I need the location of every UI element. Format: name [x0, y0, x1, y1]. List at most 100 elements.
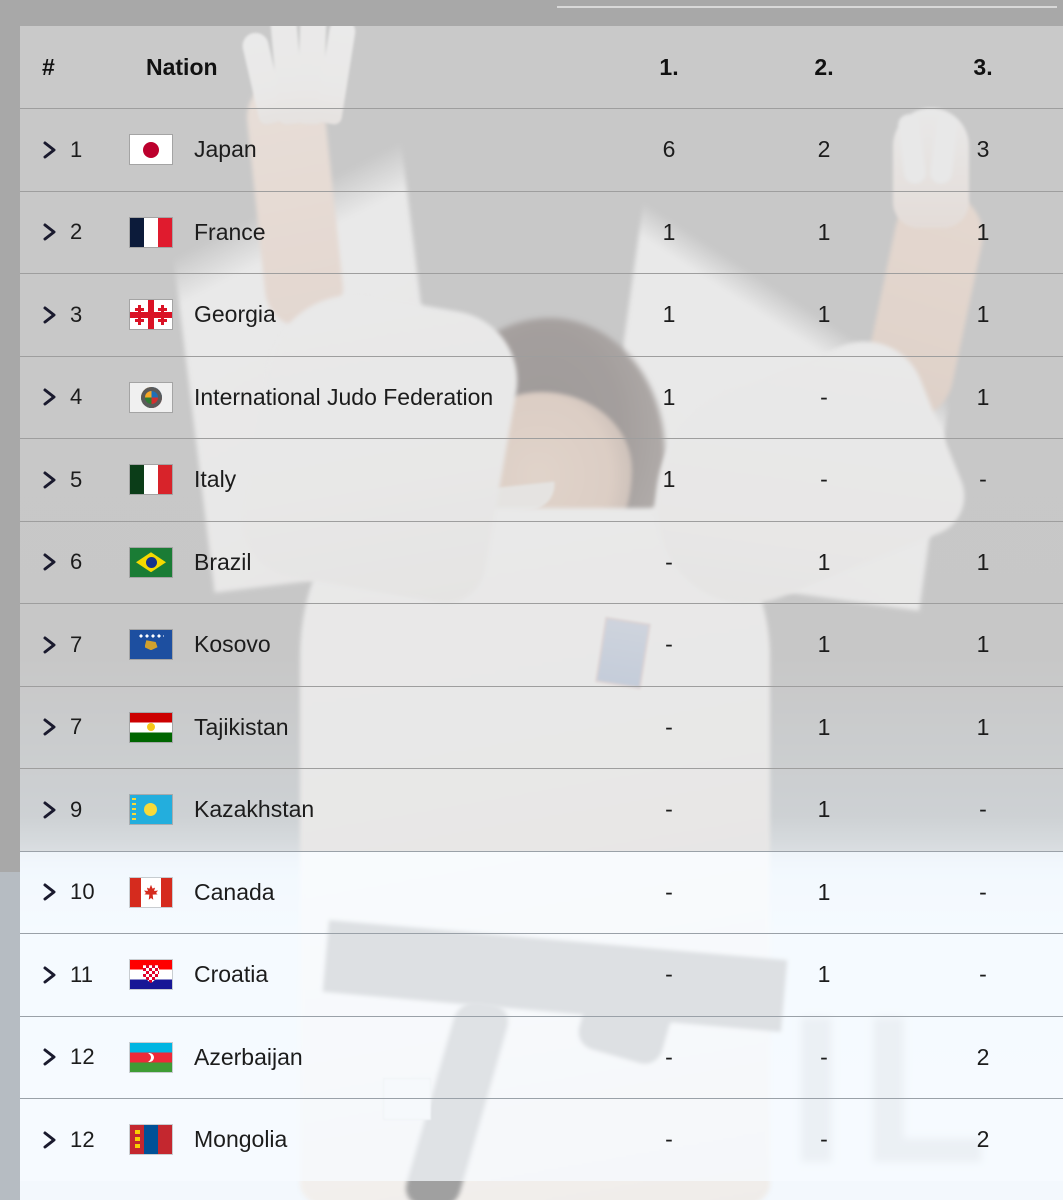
rank-number: 2 [70, 219, 83, 245]
silver-count: 1 [817, 218, 831, 245]
bronze-count: 1 [976, 383, 990, 410]
chevron-right-icon[interactable] [42, 553, 58, 571]
rank-cell: 10 [20, 879, 130, 905]
flag-icon [130, 630, 172, 660]
bronze-count: - [979, 796, 987, 823]
flag-icon [130, 712, 172, 742]
nation-cell: International Judo Federation [130, 382, 593, 412]
nation-name: Italy [194, 466, 237, 493]
table-row[interactable]: 10 Canada - 1 - [20, 850, 1063, 933]
gold-count: - [665, 548, 673, 575]
gold-count: - [665, 961, 673, 988]
flag-icon [130, 135, 172, 165]
gold-count: 6 [662, 136, 676, 163]
silver-count: 2 [817, 136, 831, 163]
nation-name: Tajikistan [194, 713, 289, 740]
silver-count: 1 [817, 631, 831, 658]
nation-name: Azerbaijan [194, 1043, 303, 1070]
table-row[interactable]: 3 Georgia 1 1 1 [20, 273, 1063, 356]
silver-count: 1 [817, 961, 831, 988]
nation-cell: Azerbaijan [130, 1042, 593, 1072]
top-bar-divider-line [557, 6, 1057, 8]
rank-number: 7 [70, 631, 83, 657]
nation-name: Georgia [194, 301, 276, 328]
rank-number: 4 [70, 384, 83, 410]
chevron-right-icon[interactable] [42, 388, 58, 406]
chevron-right-icon[interactable] [42, 306, 58, 324]
rank-cell: 2 [20, 219, 130, 245]
rank-number: 3 [70, 301, 83, 327]
rank-number: 5 [70, 466, 83, 492]
left-gutter [0, 0, 20, 1200]
flag-icon [130, 1125, 172, 1155]
flag-icon [130, 300, 172, 330]
table-row[interactable]: 6 Brazil - 1 1 [20, 520, 1063, 603]
chevron-right-icon[interactable] [42, 718, 58, 736]
chevron-right-icon[interactable] [42, 801, 58, 819]
bronze-count: 3 [976, 136, 990, 163]
nation-cell: Italy [130, 465, 593, 495]
bronze-count: 1 [976, 713, 990, 740]
table-row[interactable]: 4 International Judo Federation 1 - 1 [20, 355, 1063, 438]
bronze-count: - [979, 878, 987, 905]
silver-count: - [820, 466, 828, 493]
silver-count: - [820, 1126, 828, 1153]
bronze-count: - [979, 466, 987, 493]
table-row[interactable]: 12 Mongolia - - 2 [20, 1098, 1063, 1181]
bronze-count: 2 [976, 1043, 990, 1070]
nation-cell: Georgia [130, 300, 593, 330]
gold-count: 1 [662, 301, 676, 328]
chevron-right-icon[interactable] [42, 471, 58, 489]
chevron-right-icon[interactable] [42, 141, 58, 159]
bronze-count: 2 [976, 1126, 990, 1153]
table-row[interactable]: 1 Japan 6 2 3 [20, 108, 1063, 191]
chevron-right-icon[interactable] [42, 883, 58, 901]
chevron-right-icon[interactable] [42, 636, 58, 654]
rank-number: 11 [70, 961, 94, 987]
rank-cell: 1 [20, 137, 130, 163]
chevron-right-icon[interactable] [42, 1131, 58, 1149]
bronze-count: 1 [976, 548, 990, 575]
table-row[interactable]: 11 Croatia - 1 - [20, 933, 1063, 1016]
flag-icon [130, 382, 172, 412]
column-header-gold: 1. [659, 53, 679, 80]
nation-name: Brazil [194, 548, 252, 575]
flag-icon [130, 1042, 172, 1072]
silver-count: 1 [817, 713, 831, 740]
silver-count: 1 [817, 548, 831, 575]
gold-count: - [665, 631, 673, 658]
rank-number: 7 [70, 714, 83, 740]
table-header-row: # Nation 1. 2. 3. [20, 26, 1063, 108]
nation-cell: Brazil [130, 547, 593, 577]
rank-number: 9 [70, 796, 83, 822]
table-row[interactable]: 7 Tajikistan - 1 1 [20, 685, 1063, 768]
gold-count: - [665, 1126, 673, 1153]
table-row[interactable]: 9 Kazakhstan - 1 - [20, 768, 1063, 851]
table-row[interactable]: 2 France 1 1 1 [20, 190, 1063, 273]
rank-cell: 5 [20, 467, 130, 493]
column-header-nation: Nation [146, 53, 218, 80]
rank-number: 10 [70, 879, 95, 905]
flag-icon [130, 217, 172, 247]
rank-cell: 12 [20, 1127, 130, 1153]
rank-cell: 4 [20, 384, 130, 410]
chevron-right-icon[interactable] [42, 966, 58, 984]
medal-standings-table: # Nation 1. 2. 3. 1 Japan 6 2 3 2 France 1 1 1 3 Ge… [20, 26, 1063, 1200]
gold-count: - [665, 713, 673, 740]
nation-cell: Kosovo [130, 630, 593, 660]
chevron-right-icon[interactable] [42, 223, 58, 241]
table-row[interactable]: 12 Azerbaijan - - 2 [20, 1015, 1063, 1098]
nation-cell: Canada [130, 877, 593, 907]
table-row[interactable]: 5 Italy 1 - - [20, 438, 1063, 521]
rank-cell: 7 [20, 714, 130, 740]
silver-count: - [820, 1043, 828, 1070]
column-header-silver: 2. [814, 53, 834, 80]
nation-cell: France [130, 217, 593, 247]
flag-icon [130, 960, 172, 990]
chevron-right-icon[interactable] [42, 1048, 58, 1066]
column-header-bronze: 3. [973, 53, 993, 80]
rank-number: 12 [70, 1126, 95, 1152]
nation-name: France [194, 218, 266, 245]
rank-number: 6 [70, 549, 83, 575]
table-row[interactable]: 7 Kosovo - 1 1 [20, 603, 1063, 686]
